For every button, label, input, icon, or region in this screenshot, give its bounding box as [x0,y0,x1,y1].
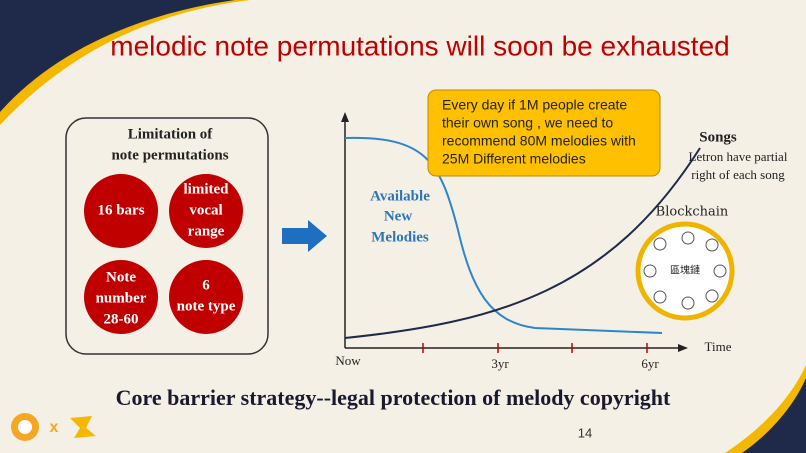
x-label: Now [335,353,361,368]
node [653,237,667,251]
factor-circle [169,174,243,248]
factor-text: note type [177,298,236,314]
logo-separator: x [50,419,59,436]
factor-text: 6 [202,277,210,293]
node [705,238,719,252]
curve-label: New [384,208,412,224]
box-heading: Limitation of [128,126,214,142]
blockchain-icon-label: 區塊鏈 [670,264,700,277]
logo [18,420,32,434]
factor-circle [84,174,158,248]
factor-text: range [188,223,225,239]
callout-text: 25M Different melodies [442,151,586,167]
blockchain-title: Blockchain [656,205,729,220]
axis-arrowhead [678,344,688,352]
logo [70,416,96,438]
curve-label: Melodies [371,229,429,245]
x-label: 3yr [491,356,509,371]
arrow [282,220,327,252]
curve-label: Available [370,188,430,204]
page-number: 14 [578,425,592,440]
factor-circle [84,260,158,334]
box-heading: note permutations [111,147,228,163]
footer: Core barrier strategy--legal protection … [116,385,671,410]
axis-arrowhead [341,112,349,122]
songs-note: Letron have partial [689,149,788,164]
node [681,296,695,310]
melodies-curve [344,136,663,334]
callout-text: recommend 80M melodies with [442,133,636,149]
factor-text: 28-60 [104,311,139,327]
corner-shape [742,378,806,453]
songs-title: Songs [699,129,737,145]
node [705,289,719,303]
songs-curve [344,147,701,339]
x-label: 6yr [641,356,659,371]
x-axis-title: Time [705,339,732,354]
node [643,264,657,278]
factor-text: vocal [189,202,222,218]
factor-circle [169,260,243,334]
node [681,231,695,245]
node [653,290,667,304]
factor-text: number [96,290,147,306]
callout-text: their own song , we need to [442,115,613,131]
node [713,264,727,278]
callout-text: Every day if 1M people create [442,97,627,113]
factor-text: Note [106,269,136,285]
factor-text: 16 bars [97,202,144,218]
limitation-box [65,117,269,355]
corner-shape [0,0,235,112]
songs-note: right of each song [691,167,785,182]
slide-title: melodic note permutations will soon be e… [110,30,729,61]
factor-text: limited [184,181,230,197]
callout-box [427,89,661,177]
